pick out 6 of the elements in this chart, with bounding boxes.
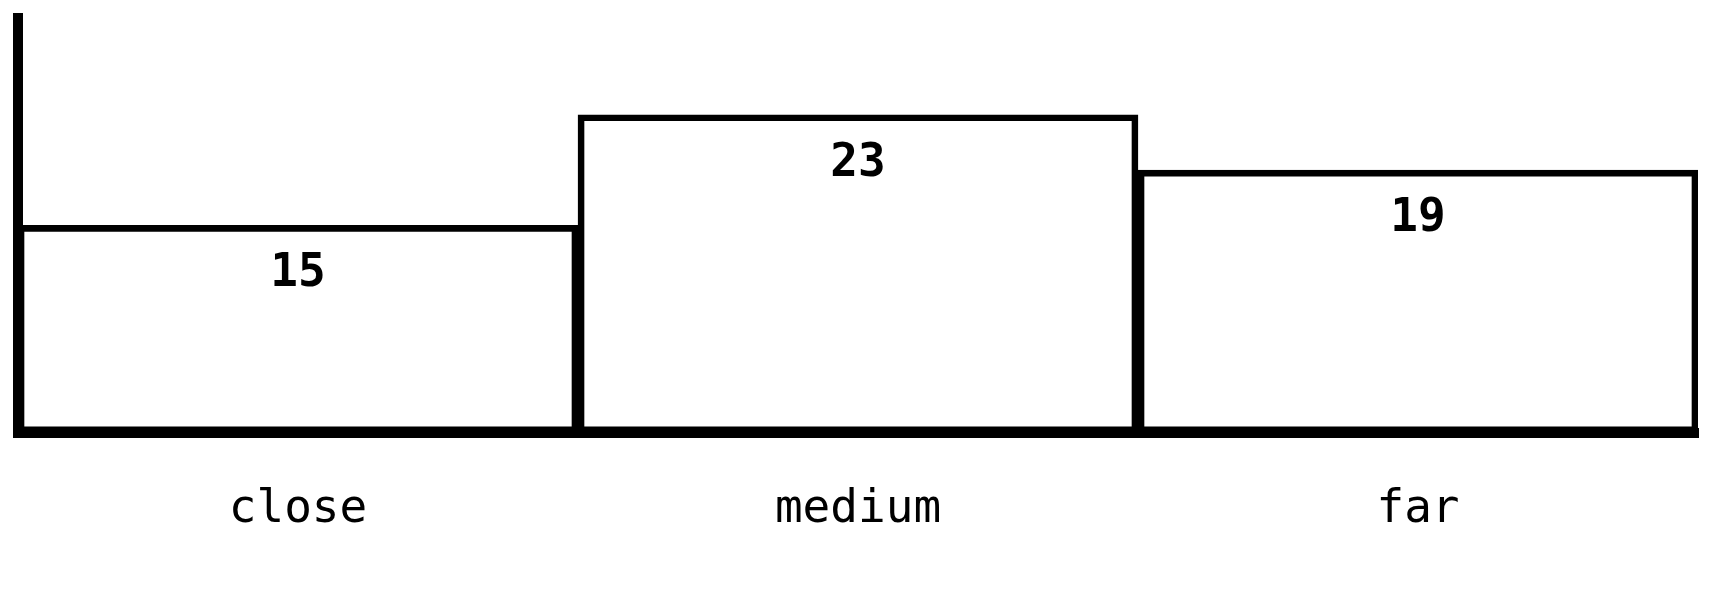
x-tick-label: medium <box>774 479 942 534</box>
data-label: 19 <box>1390 188 1446 243</box>
x-tick-label: far <box>1376 479 1460 534</box>
x-tick-label: close <box>228 479 368 534</box>
data-label: 15 <box>270 243 326 298</box>
data-label: 23 <box>830 132 886 187</box>
